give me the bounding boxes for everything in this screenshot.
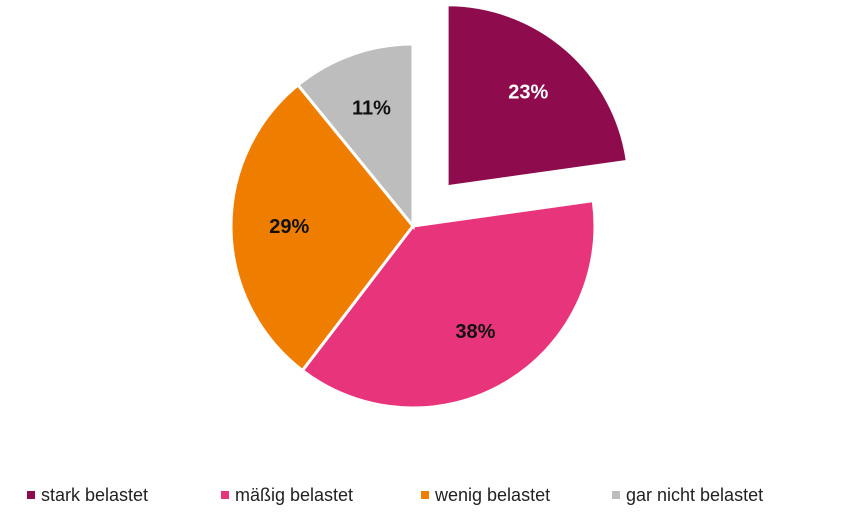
legend-swatch <box>221 491 229 499</box>
legend-swatch <box>612 491 620 499</box>
data-label: 29% <box>269 216 309 238</box>
legend-swatch <box>27 491 35 499</box>
pie-slice <box>300 198 597 410</box>
data-label: 11% <box>352 98 391 120</box>
legend-label: mäßig belastet <box>235 485 353 505</box>
legend-label: stark belastet <box>41 485 148 505</box>
pie-slice <box>229 82 415 373</box>
data-label: 23% <box>508 82 548 104</box>
data-label: 38% <box>455 321 495 343</box>
pie-slice <box>295 42 415 231</box>
legend-label: gar nicht belastet <box>626 485 763 505</box>
legend-swatch <box>421 491 429 499</box>
pie-slice <box>445 3 630 189</box>
legend-label: wenig belastet <box>434 485 550 505</box>
